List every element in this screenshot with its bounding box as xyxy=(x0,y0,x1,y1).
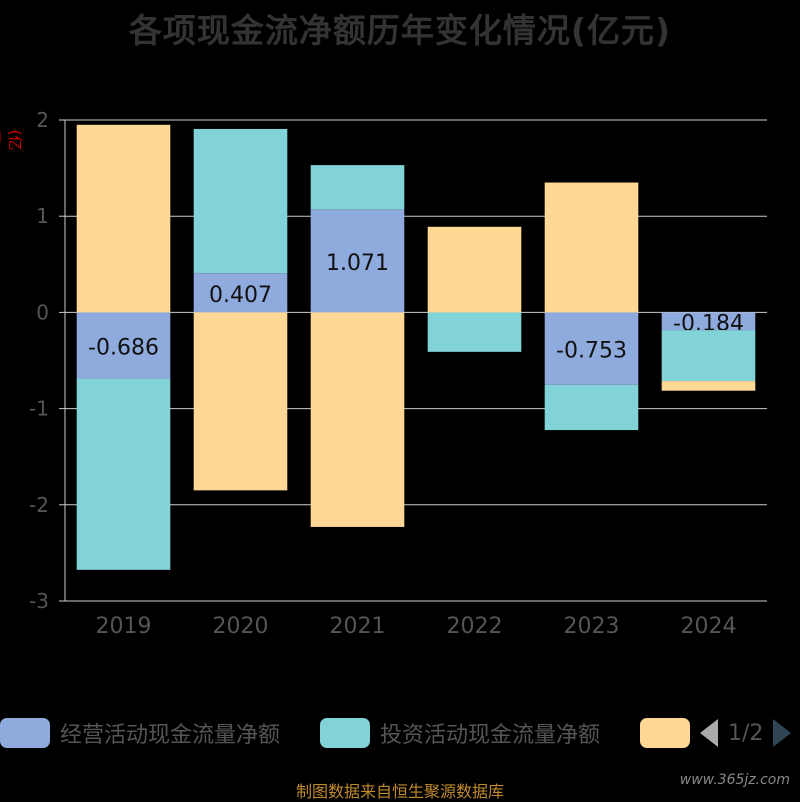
legend-swatch-investing xyxy=(320,718,370,748)
bar-segment xyxy=(310,209,405,313)
legend-label-investing: 投资活动现金流量净额 xyxy=(380,723,601,748)
bar-segment xyxy=(661,381,756,391)
legend-page-indicator: 1/2 xyxy=(728,720,764,746)
x-tick-label: 2020 xyxy=(213,614,269,639)
y-tick-label: 1 xyxy=(36,204,49,228)
bar-segment xyxy=(76,378,171,570)
bar-segment xyxy=(661,312,756,331)
y-tick-label: -2 xyxy=(29,493,49,517)
bar-segment xyxy=(193,128,288,274)
bar-segment xyxy=(544,182,639,313)
x-tick-label: 2024 xyxy=(681,614,737,639)
data-label: -0.753 xyxy=(556,339,627,364)
chart-title: 各项现金流净额历年变化情况(亿元) xyxy=(128,11,672,50)
legend-item-operating[interactable]: 经营活动现金流量净额 xyxy=(0,718,280,748)
y-tick-label: 2 xyxy=(36,108,49,132)
legend: 经营活动现金流量净额 投资活动现金流量净额 1/2 xyxy=(0,712,800,756)
legend-item-financing[interactable] xyxy=(640,718,690,748)
data-label: 0.407 xyxy=(209,283,272,308)
data-label: 1.071 xyxy=(326,251,389,276)
bar-segment xyxy=(193,273,288,313)
prev-page-icon[interactable] xyxy=(700,719,718,747)
bar-segment xyxy=(661,330,756,382)
bar-segment xyxy=(310,312,405,527)
legend-item-investing[interactable]: 投资活动现金流量净额 xyxy=(320,718,600,748)
legend-pager: 1/2 xyxy=(700,718,792,748)
bar-segment xyxy=(427,226,522,313)
data-label: -0.686 xyxy=(88,335,159,360)
x-tick-label: 2021 xyxy=(330,614,386,639)
bar-segment xyxy=(76,312,171,379)
x-tick-label: 2019 xyxy=(96,614,152,639)
bar-segment xyxy=(310,165,405,210)
legend-label-operating: 经营活动现金流量净额 xyxy=(60,723,281,748)
x-tick-label: 2022 xyxy=(447,614,503,639)
legend-swatch-operating xyxy=(0,718,50,748)
watermark: www.365jz.com xyxy=(679,772,790,788)
y-tick-label: -1 xyxy=(29,397,49,421)
bar-segment xyxy=(544,312,639,385)
y-tick-label: 0 xyxy=(36,300,49,324)
legend-swatch-financing xyxy=(640,718,690,748)
bar-segment xyxy=(544,384,639,431)
chart-canvas: 2 1 0 -1 -2 -3 -0.686 2019 0.407 2020 1.071 2021 202… xyxy=(29,108,767,639)
bar-segment xyxy=(427,312,522,352)
x-tick-label: 2023 xyxy=(564,614,620,639)
bar-segment xyxy=(193,312,288,491)
data-source-note: 制图数据来自恒生聚源数据库 xyxy=(295,782,504,801)
next-page-icon[interactable] xyxy=(773,719,792,747)
bar-segment xyxy=(76,124,171,313)
y-tick-label: -3 xyxy=(29,589,49,613)
